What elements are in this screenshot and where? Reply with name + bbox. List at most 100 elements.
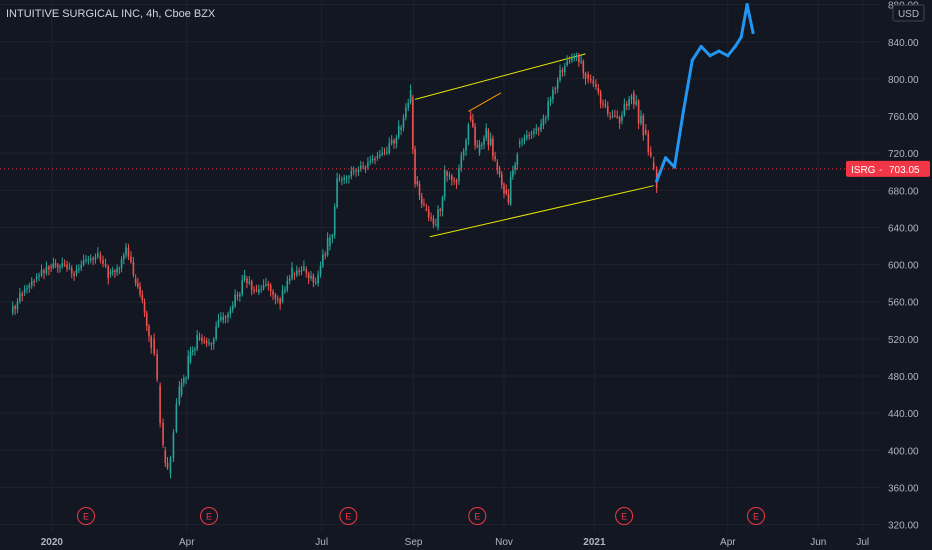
time-tick-label: 2021: [583, 537, 606, 548]
earnings-marker-label: E: [621, 512, 627, 522]
candle-body: [378, 154, 381, 157]
candle-body: [405, 107, 407, 118]
candle-body: [153, 338, 155, 354]
candle-body: [369, 160, 372, 163]
candle-body: [295, 270, 298, 275]
candle-body: [326, 238, 329, 256]
candle-body: [99, 255, 102, 260]
candle-body: [310, 275, 312, 279]
candle-body: [374, 158, 376, 160]
projection-point: [717, 49, 721, 53]
candle-body: [30, 281, 33, 286]
candle-body: [343, 177, 346, 180]
candle-body: [215, 326, 217, 339]
candle-body: [178, 386, 181, 405]
candle-body: [87, 259, 90, 261]
candle-body: [554, 88, 557, 90]
price-tick-label: 480.00: [888, 372, 919, 383]
projection-point: [726, 54, 730, 58]
candle-body: [599, 92, 602, 104]
candle-body: [276, 298, 279, 300]
candle-body: [145, 312, 148, 326]
price-tick-label: 600.00: [888, 261, 919, 272]
candle-body: [52, 263, 55, 268]
candle-body: [293, 273, 296, 275]
candle-body: [132, 261, 135, 275]
candle-body: [439, 209, 442, 211]
trendline: [468, 92, 502, 112]
currency-badge-label: USD: [898, 9, 919, 20]
candle-body: [549, 99, 552, 102]
candle-body: [236, 294, 239, 297]
candle-body: [556, 80, 559, 89]
currency-badge[interactable]: USD: [892, 4, 925, 22]
candle-body: [279, 299, 281, 305]
earnings-marker-label: E: [83, 512, 89, 522]
price-tick-label: 680.00: [888, 186, 919, 197]
candle-body: [82, 260, 85, 265]
grid-layer: [0, 0, 882, 532]
candle-body: [566, 60, 568, 65]
candle-body: [114, 270, 116, 273]
candle-body: [395, 137, 398, 144]
candle-layer: [11, 52, 658, 479]
price-tick-label: 720.00: [888, 149, 919, 160]
candle-body: [568, 60, 571, 62]
candle-body: [281, 290, 284, 302]
candle-body: [267, 283, 270, 287]
time-axis-background: [0, 532, 932, 550]
candle-body: [187, 355, 190, 378]
candle-body: [331, 235, 334, 238]
candle-body: [597, 88, 600, 93]
projection-point: [699, 44, 703, 49]
candle-body: [503, 184, 505, 194]
candle-body: [291, 267, 293, 279]
candle-body: [274, 294, 277, 299]
time-axis[interactable]: 2020 Apr Jul Sep Nov 2021 Apr Jun Jul: [41, 537, 869, 548]
candle-body: [148, 325, 150, 337]
earnings-marker: [339, 507, 358, 525]
candle-body: [305, 269, 308, 274]
candle-body: [578, 55, 580, 63]
candle-body: [104, 263, 107, 267]
candle-body: [420, 195, 423, 204]
candle-body: [606, 105, 609, 114]
candle-body: [474, 126, 476, 146]
trendline-layer: [414, 53, 654, 238]
candle-body: [645, 129, 647, 134]
candle-body: [89, 258, 92, 260]
candle-body: [589, 78, 592, 81]
candle-body: [258, 289, 260, 293]
candle-body: [458, 168, 460, 182]
candle-body: [35, 276, 38, 279]
candle-body: [580, 61, 582, 63]
candle-body: [435, 224, 437, 226]
price-axis[interactable]: 880.00840.00800.00760.00720.00680.00640.…: [888, 1, 919, 532]
projection-point: [733, 44, 737, 49]
candle-body: [518, 142, 521, 144]
candle-body: [298, 270, 300, 272]
candle-body: [303, 266, 305, 270]
last-price-tag: ISRG - 703.05: [846, 160, 930, 177]
candle-body: [416, 181, 419, 185]
candle-body: [647, 133, 650, 152]
candle-body: [33, 281, 35, 283]
candle-body: [542, 118, 545, 126]
candle-body: [640, 115, 642, 124]
candle-body: [156, 353, 158, 380]
candle-body: [217, 319, 220, 327]
candle-body: [333, 207, 336, 236]
candle-body: [376, 156, 379, 158]
candle-body: [246, 278, 248, 284]
candle-body: [462, 150, 465, 156]
time-tick-label: Apr: [179, 537, 195, 548]
candle-body: [563, 66, 566, 73]
candle-body: [66, 264, 68, 269]
candle-body: [523, 138, 526, 141]
candle-body: [122, 255, 125, 260]
candle-body: [78, 268, 80, 270]
price-tick-label: 520.00: [888, 335, 919, 346]
candle-body: [587, 74, 589, 79]
candle-body: [381, 152, 383, 155]
